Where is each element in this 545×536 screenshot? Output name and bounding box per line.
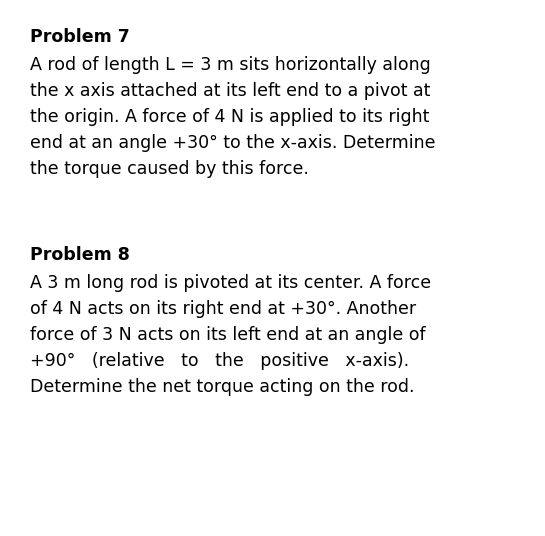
- Text: A rod of length L = 3 m sits horizontally along: A rod of length L = 3 m sits horizontall…: [30, 56, 431, 74]
- Text: Determine the net torque acting on the rod.: Determine the net torque acting on the r…: [30, 378, 415, 396]
- Text: +90°   (relative   to   the   positive   x-axis).: +90° (relative to the positive x-axis).: [30, 352, 409, 370]
- Text: the x axis attached at its left end to a pivot at: the x axis attached at its left end to a…: [30, 82, 431, 100]
- Text: Problem 7: Problem 7: [30, 28, 130, 46]
- Text: of 4 N acts on its right end at +30°. Another: of 4 N acts on its right end at +30°. An…: [30, 300, 416, 318]
- Text: the origin. A force of 4 N is applied to its right: the origin. A force of 4 N is applied to…: [30, 108, 429, 126]
- Text: the torque caused by this force.: the torque caused by this force.: [30, 160, 309, 178]
- Text: end at an angle +30° to the x-axis. Determine: end at an angle +30° to the x-axis. Dete…: [30, 134, 435, 152]
- Text: A 3 m long rod is pivoted at its center. A force: A 3 m long rod is pivoted at its center.…: [30, 274, 431, 292]
- Text: Problem 8: Problem 8: [30, 246, 130, 264]
- Text: force of 3 N acts on its left end at an angle of: force of 3 N acts on its left end at an …: [30, 326, 426, 344]
